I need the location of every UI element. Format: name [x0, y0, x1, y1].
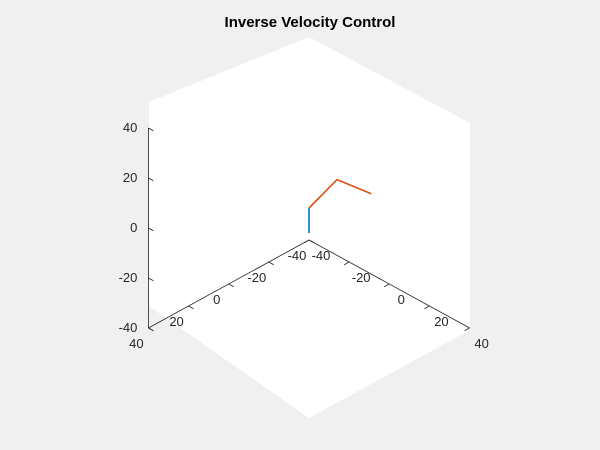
z-tick-label: -40 [119, 320, 138, 335]
x-tick-label: -20 [352, 270, 371, 285]
x-tick-mark [343, 261, 350, 266]
z-tick-mark [148, 277, 154, 282]
y-tick-label: -20 [247, 270, 266, 285]
y-tick-label: 40 [129, 336, 143, 351]
x-tick-mark [303, 239, 310, 244]
y-tick-label: 0 [213, 292, 220, 307]
y-tick-mark [268, 261, 275, 266]
z-tick-mark [148, 327, 154, 332]
z-tick-mark [148, 227, 154, 232]
z-tick-label: -20 [119, 270, 138, 285]
chart-title: Inverse Velocity Control [225, 14, 396, 31]
x-tick-mark [384, 283, 390, 288]
x-tick-label: -40 [312, 248, 331, 263]
z-tick-label: 40 [123, 120, 137, 135]
x-tick-mark [464, 327, 470, 332]
y-tick-mark [228, 283, 234, 288]
y-tick-label: 20 [169, 314, 183, 329]
y-tick-label: -40 [288, 248, 307, 263]
series-line-2 [308, 178, 372, 209]
y-tick-mark [188, 305, 194, 310]
x-tick-label: 0 [398, 292, 405, 307]
z-tick-label: 20 [123, 170, 137, 185]
z-tick-label: 0 [130, 220, 137, 235]
z-tick-mark [148, 127, 154, 132]
x-tick-label: 40 [474, 336, 488, 351]
series-layer [308, 178, 372, 233]
x-tick-mark [424, 305, 430, 310]
z-tick-mark [148, 177, 154, 182]
y-tick-mark [308, 239, 315, 244]
x-tick-label: 20 [434, 314, 448, 329]
